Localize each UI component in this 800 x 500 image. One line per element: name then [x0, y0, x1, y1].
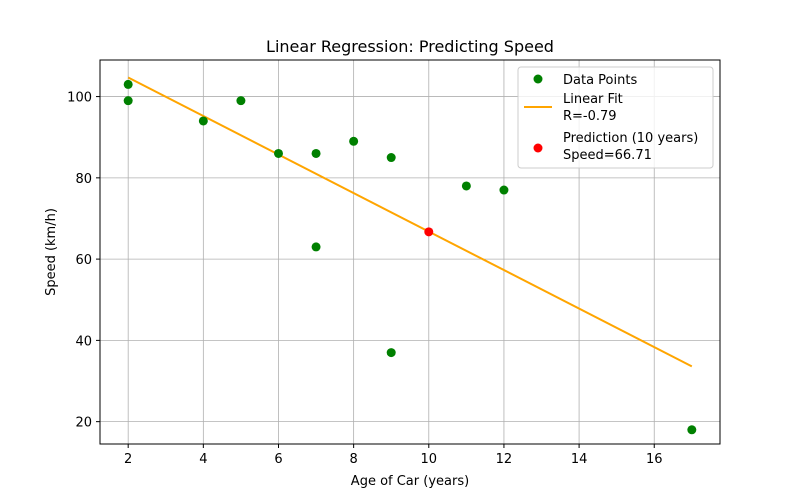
data-point [123, 79, 133, 89]
data-point [386, 153, 396, 163]
plot-area-frame [99, 59, 721, 445]
x-tick-label: 8 [349, 452, 357, 467]
y-tick-label: 60 [75, 253, 92, 268]
x-tick-label: 14 [571, 452, 588, 467]
y-tick-label: 100 [67, 91, 92, 106]
x-tick-label: 16 [646, 452, 663, 467]
x-tick-label: 6 [274, 452, 282, 467]
data-point [198, 116, 208, 126]
data-point [386, 348, 396, 358]
data-point [123, 96, 133, 106]
y-tick-label: 80 [75, 172, 92, 187]
data-point [311, 242, 321, 252]
fit-line-layer [127, 76, 693, 368]
x-tick-label: 10 [421, 452, 438, 467]
legend-label-r-value: R=-0.79 [563, 109, 617, 124]
x-tick-label: 4 [199, 452, 207, 467]
legend-label-predicted-speed: Speed=66.71 [563, 148, 652, 163]
data-point [499, 185, 509, 195]
y-tick-label: 20 [75, 416, 92, 431]
prediction-point [424, 227, 434, 237]
x-tick-label: 2 [124, 452, 132, 467]
chart-title: Linear Regression: Predicting Speed [266, 37, 554, 56]
data-point [461, 181, 471, 191]
y-axis-label: Speed (km/h) [44, 208, 59, 296]
data-point [273, 148, 283, 158]
data-points-layer [123, 79, 697, 435]
legend-marker-prediction [533, 143, 543, 153]
x-tick-label: 12 [496, 452, 513, 467]
axis-ticks: 2 4 6 8 10 12 14 16 20 40 60 80 100 [67, 91, 662, 467]
legend-label-linear-fit: Linear Fit [563, 92, 623, 107]
y-tick-label: 40 [75, 334, 92, 349]
legend-marker-data-points [533, 74, 543, 84]
legend: Data Points Linear Fit R=-0.79 Predictio… [517, 66, 714, 169]
data-point [349, 136, 359, 146]
legend-box [517, 66, 714, 169]
legend-label-prediction: Prediction (10 years) [563, 131, 698, 146]
data-point [311, 148, 321, 158]
linear-fit-line [127, 76, 693, 368]
data-point [236, 96, 246, 106]
data-point [687, 425, 697, 435]
legend-label-data-points: Data Points [563, 73, 637, 88]
x-axis-label: Age of Car (years) [351, 474, 469, 489]
